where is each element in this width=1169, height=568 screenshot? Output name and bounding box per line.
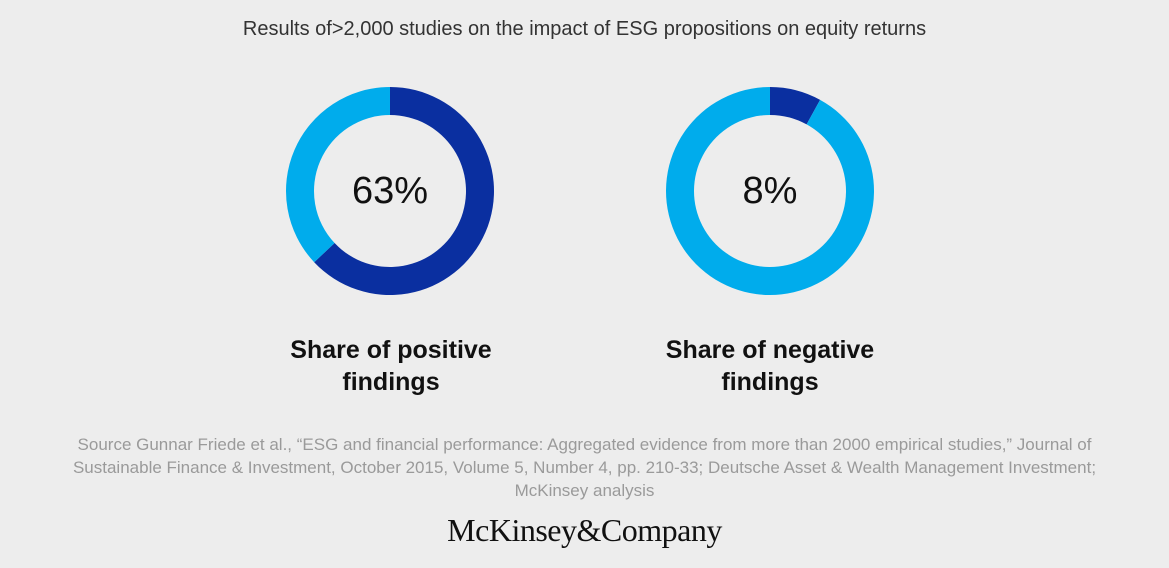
donut-slice-value [770,87,821,125]
donut-slice-value [314,87,494,295]
chart-title: Results of>2,000 studies on the impact o… [242,18,927,40]
donut-chart-negative [666,87,874,295]
label-positive: Share of positive findings [290,336,492,396]
mckinsey-logo: McKinsey&Company [447,512,722,548]
donut-chart-positive [286,87,494,295]
label-negative: Share of negative findings [665,336,875,396]
donut-negative: 8% [663,84,877,298]
donut-positive: 63% [283,84,497,298]
center-label-positive: 63% [351,170,429,212]
source-note: Source Gunnar Friede et al., “ESG and fi… [72,435,1097,500]
donut-slice-remainder [286,87,390,263]
center-label-negative: 8% [742,170,798,212]
